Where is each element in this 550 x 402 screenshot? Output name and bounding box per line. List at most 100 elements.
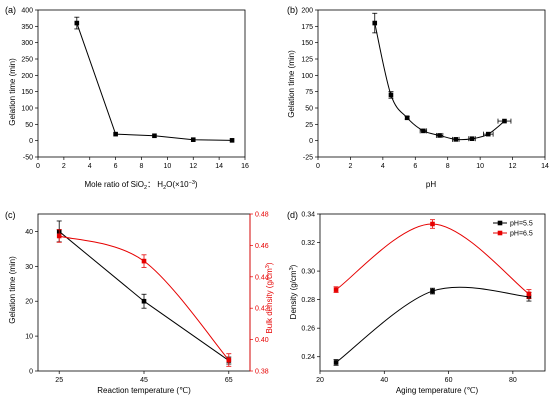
panel-a-series-1-point [152,133,157,139]
panel-b-series-1-point [404,115,410,121]
panel-b-y-tick-label: 0 [309,138,313,145]
panel-c-y-axis-title: Gelation time (min) [8,256,17,324]
panel-d-plot-frame [319,213,546,372]
panel-a-x-axis-title-part: O(×10 [166,180,189,189]
panel-d-label: (d) [287,210,298,220]
panel-c-x-tick-label: 45 [140,377,148,384]
panel-a-y-tick-label: 200 [21,73,33,80]
panel-c-right-y-axis-title-part: Bulk density (g/cm [265,268,274,334]
panel-a-x-axis-title-sup: −3 [189,180,195,186]
panel-a-y-tick-label: 0 [29,138,33,145]
panel-b-y-tick-label: 75 [305,89,313,96]
panel-a-label: (a) [5,5,16,15]
panel-a-x-tick-label: 16 [241,163,249,170]
panel-d-series-2-point [526,291,532,297]
panel-a-series-1-point [229,138,235,143]
panel-d-x-tick-label: 40 [380,377,388,384]
panel-d-y-axis-title-part: ) [289,264,298,267]
panel-b-series-1-point [485,131,491,137]
panel-b-x-axis-title: pH [426,180,436,189]
panel-a-x-tick-label: 2 [62,163,66,170]
panel-b-y-tick-label: 175 [301,24,313,31]
panel-d-legend-marker [497,220,503,226]
panel-c-label: (c) [5,210,16,220]
panel-b-y-tick-label: 200 [301,8,313,15]
panel-d-y-tick-label: 0.26 [301,326,315,333]
panel-c-right-y-axis-title-sup: 3 [265,265,271,268]
panel-b-x-tick-label: 14 [541,163,549,170]
panel-b-y-tick-label: 50 [305,106,313,113]
panel-b-x-tick-label: 2 [348,163,352,170]
panel-b-x-tick-label: 6 [413,163,417,170]
panel-b-series-1-point [453,137,459,142]
panel-c-y-tick-label: 0 [29,369,33,376]
panel-a-x-axis-title-part: Mole ratio of SiO [84,180,144,189]
panel-c-y-tick-label: 40 [25,229,33,236]
panel-d: (d) Density (g/cm3) Aging temperature (℃… [287,210,546,395]
panel-b: (b) Gelation time (min) pH 0 2 4 6 8 10 12 14 -2… [287,5,549,189]
panel-b-y-tick-label: 25 [305,122,313,129]
panel-a-x-tick-label: 10 [163,163,171,170]
panel-b-series-1-point [469,136,475,142]
panel-d-y-tick-label: 0.28 [301,297,315,304]
panel-a-x-tick-label: 8 [140,163,144,170]
panel-d-x-axis-title: Aging temperature (℃) [396,386,479,395]
panel-d-x-tick-label: 20 [316,377,324,384]
panel-b-x-tick-label: 0 [316,163,320,170]
panel-a-y-tick-label: 50 [25,122,33,129]
panel-b-label: (b) [287,5,298,15]
panel-b-series-1-point [372,20,378,26]
panel-c-y-tick-label: 30 [25,264,33,271]
panel-d-y-tick-label: 0.34 [301,212,315,219]
panel-d-legend-label: pH=6.5 [510,231,533,238]
panel-b-series-1-point [421,128,426,134]
panel-d-series-1-point [333,360,339,365]
panel-a-x-axis-title-sub: 2 [163,185,166,191]
panel-c-x-axis-title: Reaction temperature (℃) [97,386,191,395]
panel-b-y-tick-label: 100 [301,73,313,80]
panel-d-y-axis-title: Density (g/cm3) [289,264,298,319]
panel-c-right-y-axis-title-part: ) [265,262,274,265]
panel-d-x-tick-label: 60 [445,377,453,384]
panel-a-y-axis-title: Gelation time (min) [8,58,17,126]
panel-b-x-tick-label: 10 [476,163,484,170]
panel-c-right-y-tick-label: 0.46 [255,243,269,250]
panel-b-y-tick-label: 125 [301,57,313,64]
panel-c-y-tick-label: 20 [25,299,33,306]
panel-c-series-1-point [141,298,147,304]
panel-d-series-2-point [333,287,339,292]
panel-d-series-2-point [430,221,435,227]
panel-a-x-axis-title-sub: 2 [144,185,147,191]
panel-c-right-y-tick-label: 0.42 [255,306,269,313]
panel-c-x-tick-label: 65 [225,377,233,384]
panel-a-x-tick-label: 0 [36,163,40,170]
panel-d-y-tick-label: 0.30 [301,269,315,276]
panel-b-plot-frame [317,9,546,158]
panel-a-x-tick-label: 4 [88,163,92,170]
panel-c-right-y-tick-label: 0.40 [255,337,269,344]
panel-d-legend-label: pH=5.5 [510,221,533,228]
panel-a-y-tick-label: 400 [21,8,33,15]
panel-c-series-2-point [226,357,232,363]
panel-b-series-1-point [388,92,394,98]
panel-b-x-tick-label: 4 [381,163,385,170]
panel-c-y-tick-label: 10 [25,334,33,341]
panel-a-series-1-point [113,131,118,137]
panel-a-x-axis-title-part: ) [195,180,198,189]
panel-a-x-axis-title-part: ： H [147,180,163,189]
panel-c-series-2-point [56,233,62,239]
panel-a-y-tick-label: 300 [21,40,33,47]
panel-a-series-1-point [190,137,196,142]
panel-d-y-tick-label: 0.32 [301,240,315,247]
panel-c: (c) Gelation time (min) Bulk density (g/… [5,210,274,395]
panel-d-y-tick-label: 0.24 [301,354,315,361]
panel-a-x-tick-label: 12 [189,163,197,170]
panel-b-series-1-point [437,133,442,138]
panel-a-y-tick-label: 100 [21,106,33,113]
panel-b-y-tick-label: 150 [301,40,313,47]
panel-a: (a) Gelation time (min) Mole ratio of Si… [5,5,249,191]
panel-a-y-tick-label: -50 [23,155,33,162]
panel-d-y-axis-title-part: Density (g/cm [289,270,298,319]
